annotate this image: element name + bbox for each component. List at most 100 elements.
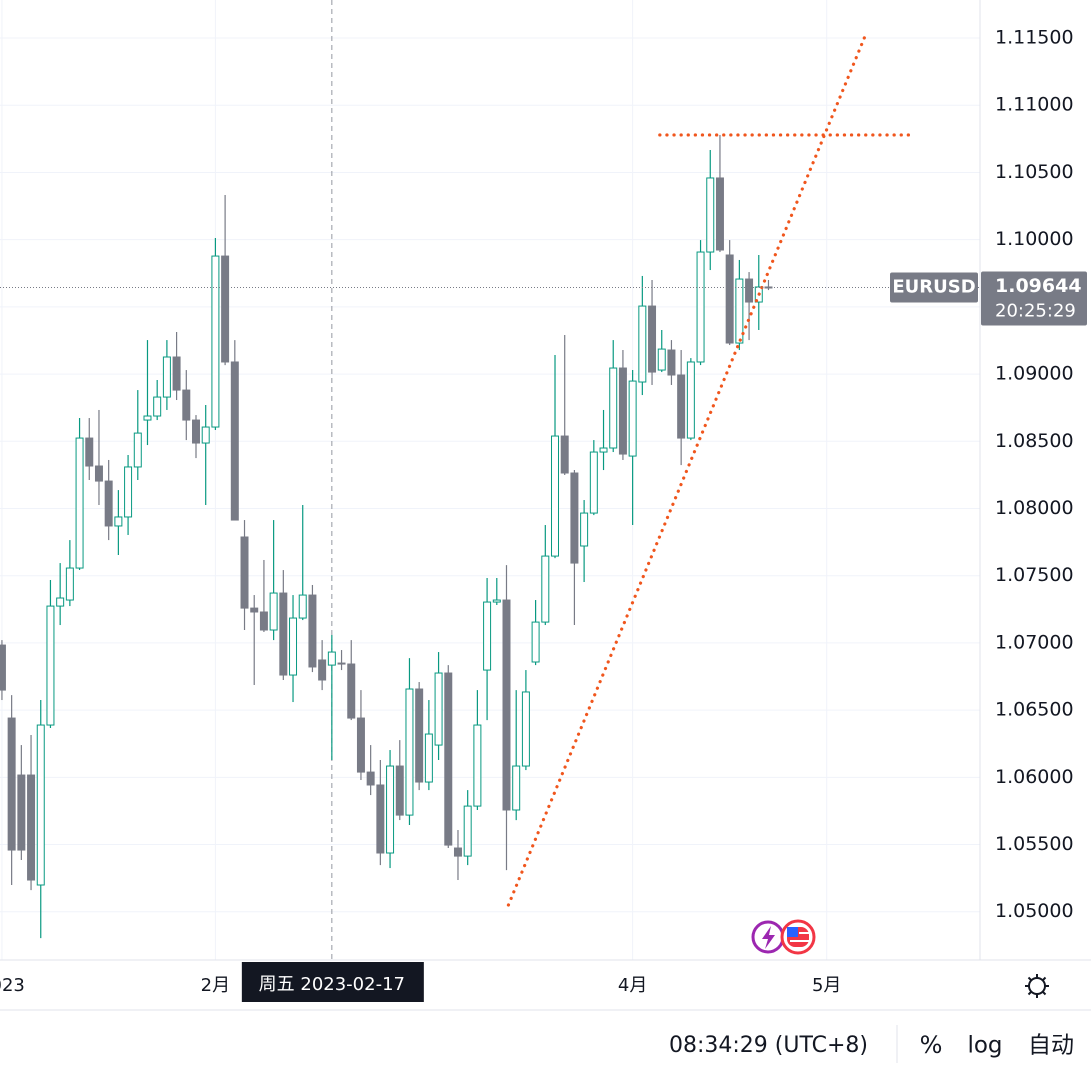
price-box [981,271,1087,326]
settings-gear[interactable] [1025,974,1049,998]
gear-ring [1028,977,1046,995]
candle-body [453,847,462,857]
candle-body [114,516,123,527]
candle-body [424,733,433,783]
candle-body [104,480,113,527]
candle-body [415,688,424,783]
clock[interactable]: 08:34:29 (UTC+8) [669,1033,868,1058]
candle-body [162,356,171,398]
last-price-label: 1.09644 [995,275,1082,297]
candle-body [75,437,84,569]
candle-body [463,805,472,857]
candle-body [36,724,45,886]
y-tick-label: 1.11500 [995,27,1074,49]
candle-body [0,644,6,691]
candle-body [172,356,181,391]
candle-body [211,255,220,428]
trend-line [506,31,869,907]
candle-body [85,437,94,467]
y-tick-label: 1.07500 [995,564,1074,586]
candle-body [279,592,288,676]
candle-body [327,651,336,666]
y-tick-label: 1.10000 [995,228,1074,250]
candle-body [182,389,191,421]
candle-body [725,254,734,344]
candle-body [434,672,443,746]
candle-body [541,555,550,623]
candle-body [366,771,375,786]
y-tick-label: 1.07000 [995,631,1074,653]
candle-body [745,278,754,303]
candle-body [250,607,259,613]
candle-body [153,396,162,417]
candle-body [56,597,65,607]
candle-body [531,621,540,663]
y-tick-label: 1.08000 [995,497,1074,519]
candle-body [259,611,268,631]
candle-body [648,305,657,373]
countdown-label: 20:25:29 [995,301,1076,322]
candle-body [715,177,724,251]
percent-toggle[interactable]: % [920,1031,943,1059]
candle-body [589,451,598,514]
candle-body [143,415,152,421]
gear-teeth [1025,974,1049,998]
plot-area [0,0,980,960]
candle-body [599,447,608,453]
candle-body [551,435,560,557]
log-toggle[interactable]: log [967,1033,1002,1059]
y-tick-label: 1.06000 [995,766,1074,788]
candle-body [502,599,511,811]
candle-body [347,663,356,719]
auto-toggle[interactable]: 自动 [1028,1033,1074,1059]
candle-body [512,765,521,811]
candle-body [609,367,618,449]
y-tick-label: 1.05000 [995,900,1074,922]
candle-body [230,361,239,521]
candle-body [356,717,365,773]
candle-body [192,419,200,444]
candle-body [124,466,133,518]
x-tick-label: 5月 [812,975,841,996]
candle-body [240,536,249,609]
event-icon-glyph [762,926,775,949]
candle-body [483,601,492,671]
candle-body [706,177,715,253]
crosshair-label: 周五 2023-02-17 [259,974,405,995]
candle-body [405,688,414,816]
candle-body [221,255,230,363]
candle-body [308,594,317,668]
candle-body [133,432,142,468]
candle-body [269,592,278,631]
x-tick-label: 2023 [0,975,25,996]
candle-body [521,691,530,767]
event-icons [751,919,816,955]
candle-body [667,349,676,376]
candle-body [318,659,327,681]
symbol-box [890,272,978,303]
candle-body [7,717,16,851]
candle-body [492,599,501,603]
symbol-label: EURUSD [892,277,975,298]
candle-body [570,472,579,564]
candle-body [201,426,210,444]
crosshair-label-box [241,962,424,1002]
candle-body [473,724,482,807]
candle-body [376,784,385,854]
y-tick-label: 1.06500 [995,699,1074,721]
x-tick-label: 2月 [201,975,230,996]
candle-body [17,774,26,851]
y-tick-label: 1.05500 [995,833,1074,855]
candle-body [65,567,74,601]
candle-body [337,662,346,665]
candle-body [386,765,395,854]
candle-body [444,672,453,846]
candle-body [560,435,569,474]
y-tick-label: 1.09000 [995,363,1074,385]
candle-body [638,305,647,383]
y-tick-label: 1.11000 [995,94,1074,116]
candle-body [298,594,307,619]
candle-body [395,765,404,816]
flag-canton [787,927,798,937]
y-tick-label: 1.10500 [995,161,1074,183]
